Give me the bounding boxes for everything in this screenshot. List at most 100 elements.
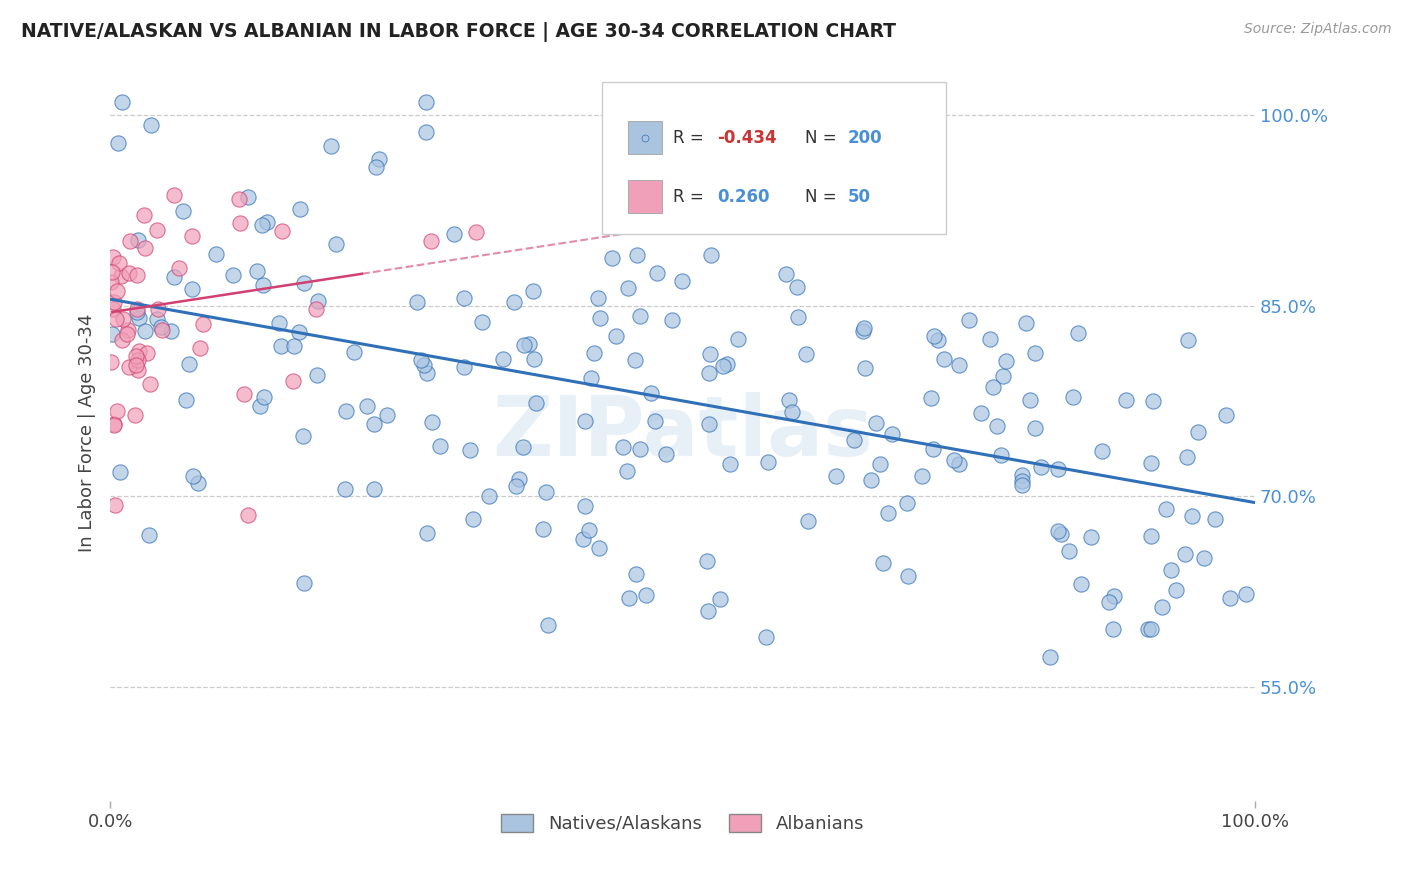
Point [612,440,634,454]
Point [970,406,993,420]
Point [478,489,501,503]
Point [124,409,146,423]
Point [110,269,132,284]
Point [626,248,648,262]
Bar [627,121,662,154]
Point [981,380,1004,394]
Point [624,352,647,367]
Point [118,266,141,280]
Point [522,284,544,298]
Point [957,313,980,327]
Point [990,448,1012,462]
Point [1234,587,1257,601]
Point [505,479,527,493]
Point [1204,512,1226,526]
Point [920,391,942,405]
Point [145,312,167,326]
Point [132,208,155,222]
Point [415,95,437,110]
Point [270,338,292,352]
FancyBboxPatch shape [602,82,946,234]
Point [727,332,749,346]
Point [193,318,215,332]
Point [111,95,134,110]
Point [582,345,605,359]
Point [180,229,202,244]
Point [616,463,638,477]
Point [139,377,162,392]
Point [413,358,436,372]
Point [512,440,534,454]
Point [697,366,720,380]
Point [645,266,668,280]
Point [104,312,127,326]
Point [167,260,190,275]
Point [523,351,546,366]
Point [991,368,1014,383]
Point [228,192,250,206]
Point [1102,590,1125,604]
Point [986,419,1008,434]
Point [291,429,314,443]
Point [1011,478,1033,492]
Point [422,415,444,429]
Point [335,404,357,418]
Point [281,374,304,388]
Point [1142,393,1164,408]
Point [283,339,305,353]
Point [865,416,887,430]
Point [305,368,328,382]
Point [672,193,695,207]
Point [756,455,779,469]
Point [697,604,720,618]
Point [256,215,278,229]
Text: -0.434: -0.434 [717,128,776,147]
Point [343,345,366,359]
Point [221,268,243,283]
Point [125,358,148,372]
Point [1187,425,1209,439]
Point [117,322,139,336]
Text: 50: 50 [848,187,870,206]
Point [325,236,347,251]
Point [172,204,194,219]
Point [409,353,432,368]
Point [465,225,488,239]
Point [508,472,530,486]
Point [366,160,388,174]
Point [115,327,138,342]
Point [107,136,129,150]
Point [406,295,429,310]
Point [103,417,125,431]
Point [288,202,311,216]
Point [108,256,131,270]
Point [416,525,439,540]
Point [1181,508,1204,523]
Point [415,125,437,139]
Point [229,216,252,230]
Point [581,371,603,385]
Point [1015,316,1038,330]
Point [979,332,1001,346]
Point [356,399,378,413]
Point [125,304,148,318]
Y-axis label: In Labor Force | Age 30-34: In Labor Force | Age 30-34 [79,313,96,552]
Point [305,301,328,316]
Text: 0.260: 0.260 [717,187,769,206]
Text: R =: R = [673,187,710,206]
Point [470,315,492,329]
Point [292,276,315,290]
Point [333,482,356,496]
Point [513,338,536,352]
Point [880,426,903,441]
Bar [627,180,662,213]
Point [911,468,934,483]
Point [174,393,197,408]
Point [673,180,696,194]
Text: N =: N = [806,187,842,206]
Point [103,294,125,309]
Point [797,514,820,528]
Point [1019,392,1042,407]
Point [375,408,398,422]
Point [103,302,125,317]
